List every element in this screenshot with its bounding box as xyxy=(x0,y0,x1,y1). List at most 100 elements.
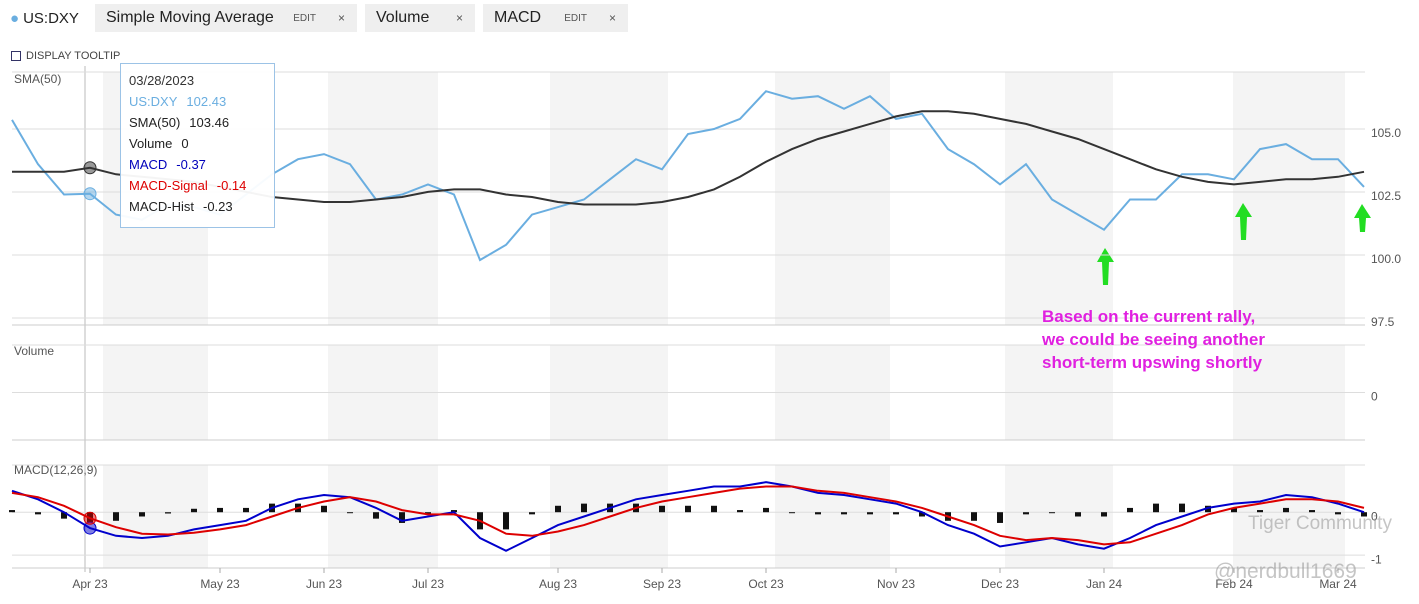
edit-button[interactable]: EDIT xyxy=(293,12,316,24)
bar xyxy=(61,512,67,519)
bar xyxy=(841,512,847,515)
month-band xyxy=(550,72,668,325)
highlight-marker xyxy=(83,161,97,175)
tooltip-date: 03/28/2023 xyxy=(129,73,195,88)
bar xyxy=(555,505,561,513)
bar xyxy=(1023,512,1029,515)
tab-label: Simple Moving Average xyxy=(106,9,274,26)
tab-label: MACD xyxy=(494,9,542,26)
x-tick-label: Oct 23 xyxy=(748,577,784,591)
tooltip-label: MACD-Hist xyxy=(129,199,194,214)
tooltip-row: MACD-Signal -0.14 xyxy=(129,178,246,193)
arrow xyxy=(1235,203,1252,240)
month-band xyxy=(775,465,890,568)
bar xyxy=(503,512,509,530)
close-button[interactable]: × xyxy=(608,11,616,25)
checkbox[interactable] xyxy=(11,51,21,61)
arrow xyxy=(1097,248,1114,285)
tab-label: US:DXY xyxy=(23,9,79,27)
x-tick-label: Nov 23 xyxy=(877,577,915,591)
bar xyxy=(893,512,899,515)
bar xyxy=(451,510,457,513)
tooltip-value: -0.23 xyxy=(203,199,233,214)
x-tick-label: Aug 23 xyxy=(539,577,577,591)
close-button[interactable]: × xyxy=(455,11,463,25)
bar xyxy=(685,505,691,513)
arrow xyxy=(1354,204,1371,232)
annotation: Based on the current rally, we could be … xyxy=(1042,305,1265,374)
tooltip-toggle[interactable]: DISPLAY TOOLTIP xyxy=(11,50,120,62)
tab[interactable]: Volume × xyxy=(365,4,475,32)
x-tick-label: Apr 23 xyxy=(72,577,108,591)
tab-label: Volume xyxy=(376,9,430,26)
tooltip-value: 103.46 xyxy=(189,115,230,130)
x-tick-label: Sep 23 xyxy=(643,577,681,591)
bar xyxy=(1231,507,1237,513)
bar xyxy=(971,512,977,521)
bar xyxy=(1049,512,1055,514)
tooltip-row: US:DXY 102.43 xyxy=(129,94,226,109)
y-tick-label: 105.0 xyxy=(1371,126,1401,140)
bar xyxy=(9,510,15,513)
bar xyxy=(139,512,145,517)
bar xyxy=(1075,512,1081,517)
annotation-line: short-term upswing shortly xyxy=(1042,353,1263,372)
x-tick-label: Jun 23 xyxy=(306,577,342,591)
bar xyxy=(1101,512,1107,517)
bar xyxy=(1179,503,1185,513)
x-tick-label: Jul 23 xyxy=(412,577,444,591)
tooltip-label: MACD-Signal xyxy=(129,178,208,193)
bar xyxy=(1205,505,1211,513)
x-tick-label: Jan 24 xyxy=(1086,577,1122,591)
edit-button[interactable]: EDIT xyxy=(564,12,587,24)
bar xyxy=(867,512,873,515)
bar xyxy=(737,510,743,513)
x-tick-label: May 23 xyxy=(200,577,240,591)
month-band xyxy=(1233,465,1345,568)
tooltip-value: -0.37 xyxy=(176,157,206,172)
watermark: @nerdbull1669 xyxy=(1214,560,1357,583)
y-tick-label: 0 xyxy=(1371,509,1378,523)
panel-label: Volume xyxy=(14,344,54,358)
x-tick-label: Dec 23 xyxy=(981,577,1019,591)
symbol-tab[interactable]: ● US:DXY xyxy=(10,4,79,32)
bar xyxy=(789,512,795,514)
annotation-line: we could be seeing another xyxy=(1042,330,1265,349)
bar xyxy=(763,507,769,513)
x-tick-label: Mar 24 xyxy=(1319,577,1357,591)
bar xyxy=(815,512,821,515)
y-tick-label: 100.0 xyxy=(1371,252,1401,266)
series-line xyxy=(11,485,1365,546)
tab[interactable]: MACD EDIT × xyxy=(483,4,628,32)
bar xyxy=(711,505,717,513)
bar xyxy=(1153,503,1159,513)
toggle-label: DISPLAY TOOLTIP xyxy=(26,50,121,62)
month-band xyxy=(775,72,890,325)
bar xyxy=(1257,510,1263,513)
bar xyxy=(997,512,1003,523)
month-band xyxy=(1233,72,1345,325)
annotation-line: Based on the current rally, xyxy=(1042,307,1256,326)
highlight-marker xyxy=(83,511,97,525)
tooltip-value: -0.14 xyxy=(216,178,247,193)
panel-label: SMA(50) xyxy=(14,72,61,86)
watermark: Tiger Community xyxy=(1248,513,1392,534)
tooltip-label: MACD xyxy=(129,157,168,172)
tab[interactable]: Simple Moving Average EDIT × xyxy=(95,4,357,32)
bar xyxy=(1127,507,1133,513)
panel-label: MACD(12,26,9) xyxy=(14,463,97,477)
series-line xyxy=(11,481,1365,552)
bar xyxy=(1335,512,1341,515)
tooltip-row: MACD-Hist -0.23 xyxy=(129,199,233,214)
tooltip: 03/28/2023 US:DXY 102.43 SMA(50) 103.46 Volu… xyxy=(120,63,275,228)
tooltip-label: SMA(50) xyxy=(129,115,181,130)
bar xyxy=(399,512,405,523)
y-tick-label: 0 xyxy=(1371,390,1378,404)
bar xyxy=(659,505,665,513)
bar xyxy=(581,503,587,513)
month-band xyxy=(1005,72,1113,325)
tooltip-row: SMA(50) 103.46 xyxy=(129,115,229,130)
close-button[interactable]: × xyxy=(337,11,345,25)
tooltip-label: Volume xyxy=(129,136,173,151)
